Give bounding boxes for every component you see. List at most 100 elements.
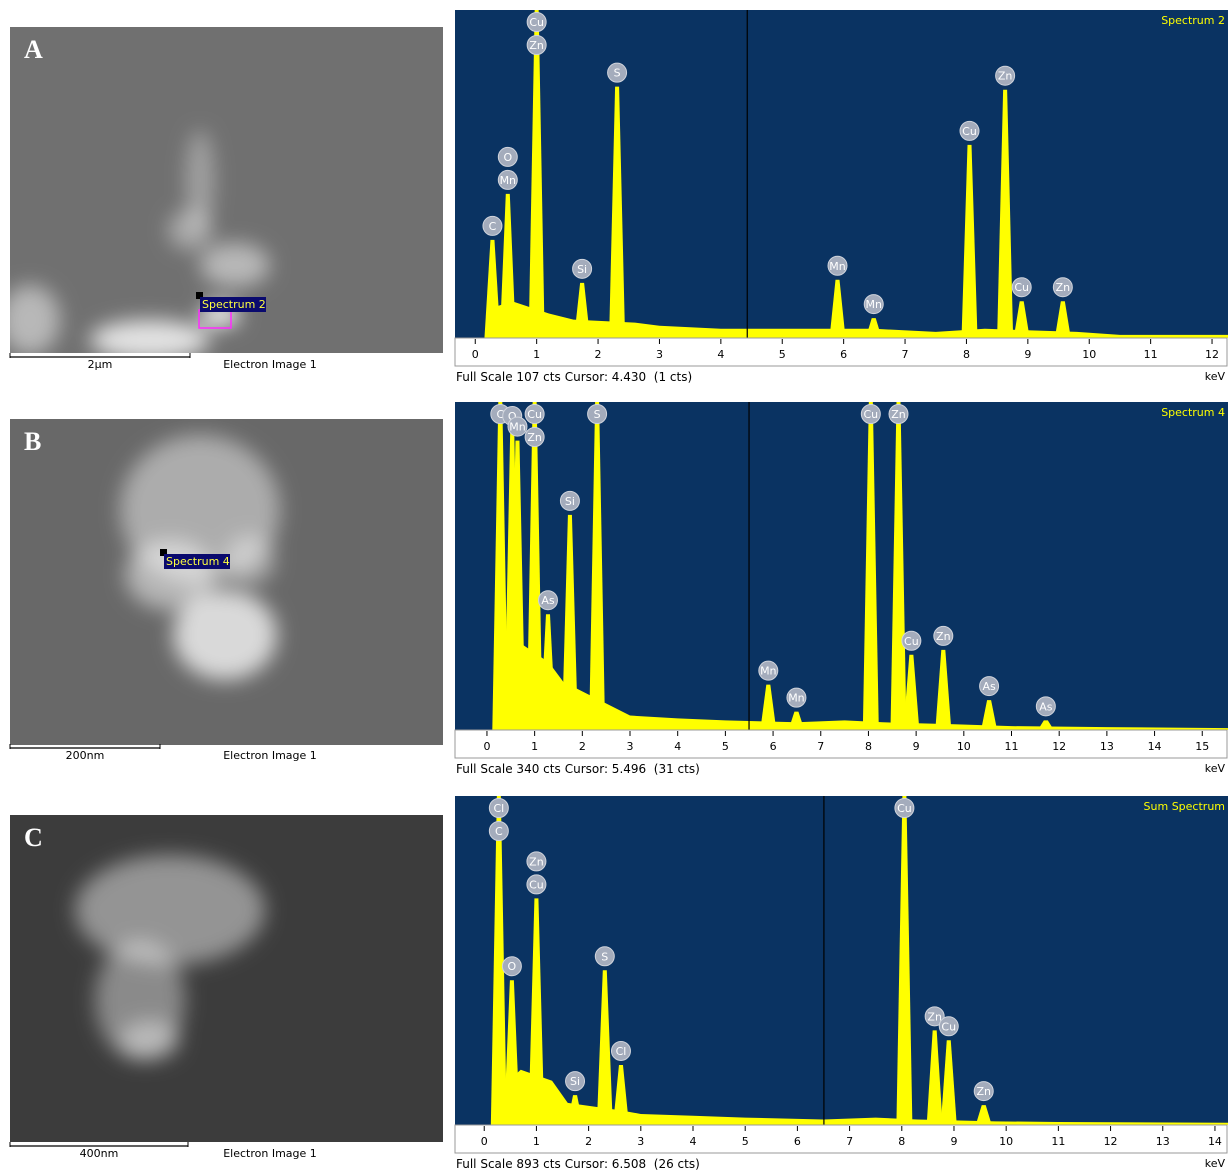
particle-blob xyxy=(200,243,270,287)
element-label: Mn xyxy=(788,692,804,705)
x-tick-label: 4 xyxy=(674,740,681,753)
x-tick-label: 8 xyxy=(963,348,970,361)
panel-letter: C xyxy=(24,823,43,852)
electron-image-panel: C400nmElectron Image 1 xyxy=(10,815,443,1160)
x-tick-label: 3 xyxy=(637,1135,644,1148)
element-label: As xyxy=(541,594,555,607)
x-unit: keV xyxy=(1205,370,1226,383)
x-tick-label: 10 xyxy=(999,1135,1013,1148)
spectrum-title: Sum Spectrum xyxy=(1144,800,1225,813)
x-tick-label: 1 xyxy=(531,740,538,753)
full-scale: Full Scale 107 cts xyxy=(456,370,561,384)
x-tick-label: 15 xyxy=(1195,740,1209,753)
cursor-readout: Cursor: 5.496 (31 cts) xyxy=(565,762,700,776)
x-tick-label: 5 xyxy=(742,1135,749,1148)
particle-blob xyxy=(120,1020,180,1060)
x-tick-label: 9 xyxy=(1024,348,1031,361)
x-tick-label: 5 xyxy=(722,740,729,753)
x-tick-label: 2 xyxy=(595,348,602,361)
element-label: Zn xyxy=(998,70,1013,83)
spectrum-title: Spectrum 2 xyxy=(1161,14,1225,27)
element-label: Cl xyxy=(616,1045,627,1058)
x-tick-label: 10 xyxy=(1082,348,1096,361)
element-label: S xyxy=(614,67,621,80)
panel-letter: B xyxy=(24,427,41,456)
particle-blob xyxy=(75,855,265,965)
element-label: Si xyxy=(577,263,587,276)
x-tick-label: 6 xyxy=(794,1135,801,1148)
image-caption: Electron Image 1 xyxy=(223,749,317,762)
panel-letter: A xyxy=(24,35,43,64)
element-label: Zn xyxy=(891,408,906,421)
element-label: S xyxy=(594,408,601,421)
particle-blob xyxy=(173,590,277,680)
full-scale: Full Scale 893 cts xyxy=(456,1157,561,1171)
element-label: Mn xyxy=(509,421,525,434)
element-label: Cu xyxy=(529,16,544,29)
image-caption: Electron Image 1 xyxy=(223,358,317,371)
x-tick-label: 3 xyxy=(656,348,663,361)
x-tick-label: 9 xyxy=(950,1135,957,1148)
x-tick-label: 10 xyxy=(957,740,971,753)
scale-bar-label: 2µm xyxy=(88,358,113,371)
figure: ASpectrum 22µmElectron Image 1BSpectrum … xyxy=(0,0,1228,1176)
element-label: Cl xyxy=(493,802,504,815)
particle-blob xyxy=(168,210,212,250)
page: ASpectrum 22µmElectron Image 1BSpectrum … xyxy=(0,0,1228,1176)
particle-blob xyxy=(0,285,60,355)
element-label: Zn xyxy=(1056,281,1071,294)
element-label: Zn xyxy=(936,630,951,643)
cursor-readout: Cursor: 4.430 (1 cts) xyxy=(565,370,692,384)
element-label: Zn xyxy=(976,1085,991,1098)
element-label: Mn xyxy=(500,174,516,187)
element-label: Cu xyxy=(527,408,542,421)
x-tick-label: 11 xyxy=(1051,1135,1065,1148)
x-tick-label: 1 xyxy=(533,348,540,361)
element-label: Zn xyxy=(927,1010,942,1023)
x-tick-label: 13 xyxy=(1156,1135,1170,1148)
element-label: Cu xyxy=(529,878,544,891)
image-caption: Electron Image 1 xyxy=(223,1147,317,1160)
x-tick-label: 0 xyxy=(483,740,490,753)
x-tick-label: 0 xyxy=(481,1135,488,1148)
element-label: Cu xyxy=(897,802,912,815)
x-tick-label: 14 xyxy=(1148,740,1162,753)
element-label: S xyxy=(601,950,608,963)
element-label: Cu xyxy=(863,408,878,421)
particle-blob xyxy=(90,320,210,360)
spectrum-chart: COMnCuZnAsSiSMnMnCuZnCuZnAsAsSpectrum 40… xyxy=(455,402,1228,776)
x-tick-label: 1 xyxy=(533,1135,540,1148)
x-tick-label: 12 xyxy=(1104,1135,1118,1148)
status-line: Full Scale 107 cts Cursor: 4.430 (1 cts) xyxy=(456,370,692,384)
element-label: C xyxy=(495,825,503,838)
x-tick-label: 9 xyxy=(913,740,920,753)
x-tick-label: 7 xyxy=(817,740,824,753)
x-tick-label: 5 xyxy=(779,348,786,361)
x-tick-label: 8 xyxy=(865,740,872,753)
x-tick-label: 11 xyxy=(1144,348,1158,361)
spectrum-title: Spectrum 4 xyxy=(1161,406,1225,419)
element-label: Cu xyxy=(941,1020,956,1033)
x-tick-label: 8 xyxy=(898,1135,905,1148)
x-unit: keV xyxy=(1205,1157,1226,1170)
element-label: Zn xyxy=(529,39,544,52)
x-tick-label: 12 xyxy=(1205,348,1219,361)
x-tick-label: 2 xyxy=(579,740,586,753)
element-label: Cu xyxy=(1014,281,1029,294)
x-tick-label: 11 xyxy=(1005,740,1019,753)
element-label: Zn xyxy=(529,855,544,868)
x-tick-label: 4 xyxy=(690,1135,697,1148)
plot-area xyxy=(455,10,1228,338)
x-tick-label: 14 xyxy=(1208,1135,1222,1148)
x-tick-label: 7 xyxy=(902,348,909,361)
x-tick-label: 13 xyxy=(1100,740,1114,753)
particle-blob xyxy=(225,535,275,585)
element-label: Cu xyxy=(904,635,919,648)
element-label: Si xyxy=(565,495,575,508)
